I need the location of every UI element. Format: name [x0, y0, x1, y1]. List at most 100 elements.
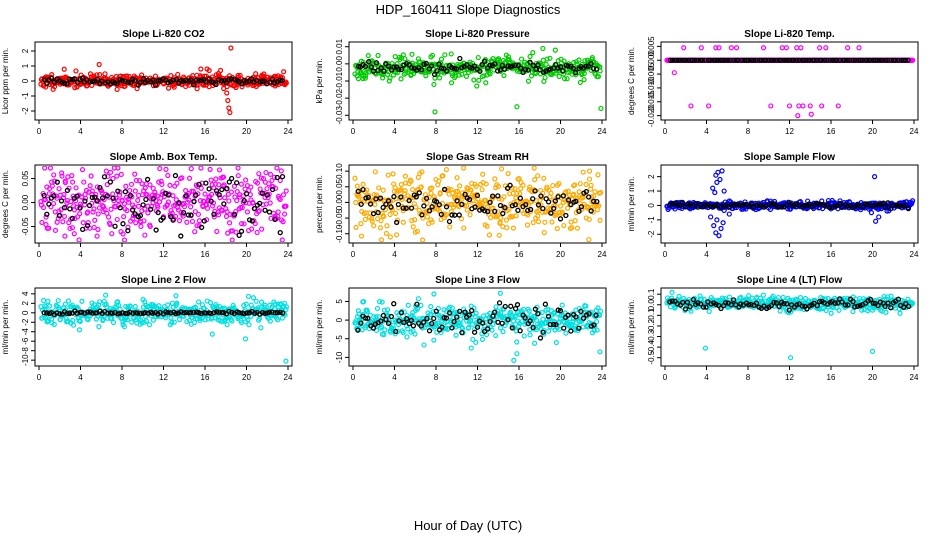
series-point: [503, 217, 509, 223]
series-point: [145, 210, 151, 216]
reference-point: [827, 57, 833, 63]
reference-point: [540, 329, 546, 335]
reference-point: [433, 199, 440, 205]
series-point: [371, 191, 377, 198]
reference-point: [557, 216, 564, 222]
reference-point: [814, 200, 820, 207]
y-tick-label: 0: [21, 78, 30, 83]
data-points: [38, 292, 290, 364]
reference-point: [552, 198, 558, 204]
x-tick-label: 8: [434, 250, 439, 259]
series-point: [229, 237, 235, 242]
x-tick-label: 8: [120, 373, 125, 382]
series-point: [837, 198, 843, 204]
reference-point: [811, 57, 817, 63]
reference-point: [593, 66, 600, 72]
outlier-point: [702, 345, 709, 351]
series-point: [474, 83, 480, 89]
reference-point: [58, 198, 65, 204]
reference-point: [697, 57, 704, 63]
series-point: [380, 187, 386, 193]
series-point: [825, 295, 831, 302]
reference-point: [188, 309, 194, 316]
reference-point: [188, 77, 194, 83]
series-point: [159, 181, 165, 188]
reference-point: [97, 184, 103, 191]
series-point: [385, 172, 391, 178]
reference-point: [249, 218, 255, 224]
series-point: [227, 211, 233, 217]
y-tick-label: -2: [647, 230, 656, 238]
reference-point: [527, 59, 533, 65]
series-point: [469, 180, 475, 187]
series-point: [365, 53, 371, 59]
series-point: [69, 179, 76, 185]
reference-point: [680, 57, 686, 63]
reference-point: [826, 204, 833, 211]
series-point: [165, 199, 172, 205]
reference-point: [667, 299, 673, 305]
series-point: [136, 192, 142, 199]
x-tick-label: 0: [663, 127, 668, 136]
reference-point: [817, 57, 823, 63]
reference-point: [677, 202, 683, 209]
reference-point: [870, 300, 876, 306]
y-tick-label: -0.05: [335, 208, 344, 227]
reference-point: [677, 57, 684, 63]
series-point: [405, 302, 411, 308]
reference-point: [725, 57, 731, 63]
series-point: [61, 66, 67, 72]
x-tick-label: 8: [434, 127, 439, 136]
series-point: [376, 314, 382, 320]
x-tick-label: 20: [868, 127, 877, 136]
series-point: [254, 180, 261, 186]
reference-point: [385, 320, 392, 327]
reference-point: [54, 179, 60, 185]
reference-point: [150, 196, 156, 202]
series-point: [500, 329, 506, 335]
reference-point: [865, 57, 871, 63]
x-tick-label: 24: [598, 127, 607, 136]
series-point: [259, 226, 265, 232]
outlier-point: [721, 188, 727, 194]
reference-point: [479, 61, 485, 68]
series-point: [580, 169, 586, 175]
y-tick-label: -0.5: [647, 350, 656, 364]
series-point: [234, 197, 240, 204]
series-point: [264, 74, 271, 80]
outlier-point: [876, 214, 882, 220]
series-point: [115, 166, 121, 171]
reference-point: [165, 79, 171, 86]
series-point: [527, 332, 533, 338]
y-tick-label: -6: [21, 337, 30, 345]
series-point: [244, 209, 251, 215]
x-tick-label: 20: [868, 250, 877, 259]
series-point: [176, 316, 183, 323]
series-point: [398, 76, 404, 82]
reference-point: [404, 315, 410, 322]
reference-point: [530, 324, 536, 331]
reference-point: [99, 195, 106, 201]
series-point: [198, 185, 204, 191]
series-point: [577, 181, 583, 187]
series-point: [431, 337, 437, 343]
series-point: [483, 181, 489, 187]
series-point: [152, 73, 159, 79]
series-point: [196, 218, 203, 224]
series-point: [147, 182, 153, 188]
reference-point: [573, 198, 579, 205]
outlier-point: [226, 105, 232, 111]
outlier-point: [120, 322, 126, 328]
series-point: [59, 170, 65, 176]
series-point: [60, 219, 66, 225]
series-point: [157, 166, 163, 172]
outlier-point: [718, 225, 724, 232]
series-point: [828, 310, 834, 316]
reference-point: [527, 318, 533, 324]
series-point: [188, 204, 194, 210]
series-point: [535, 213, 541, 219]
reference-point: [370, 325, 377, 331]
series-point: [460, 166, 467, 171]
x-tick-label: 4: [704, 127, 709, 136]
